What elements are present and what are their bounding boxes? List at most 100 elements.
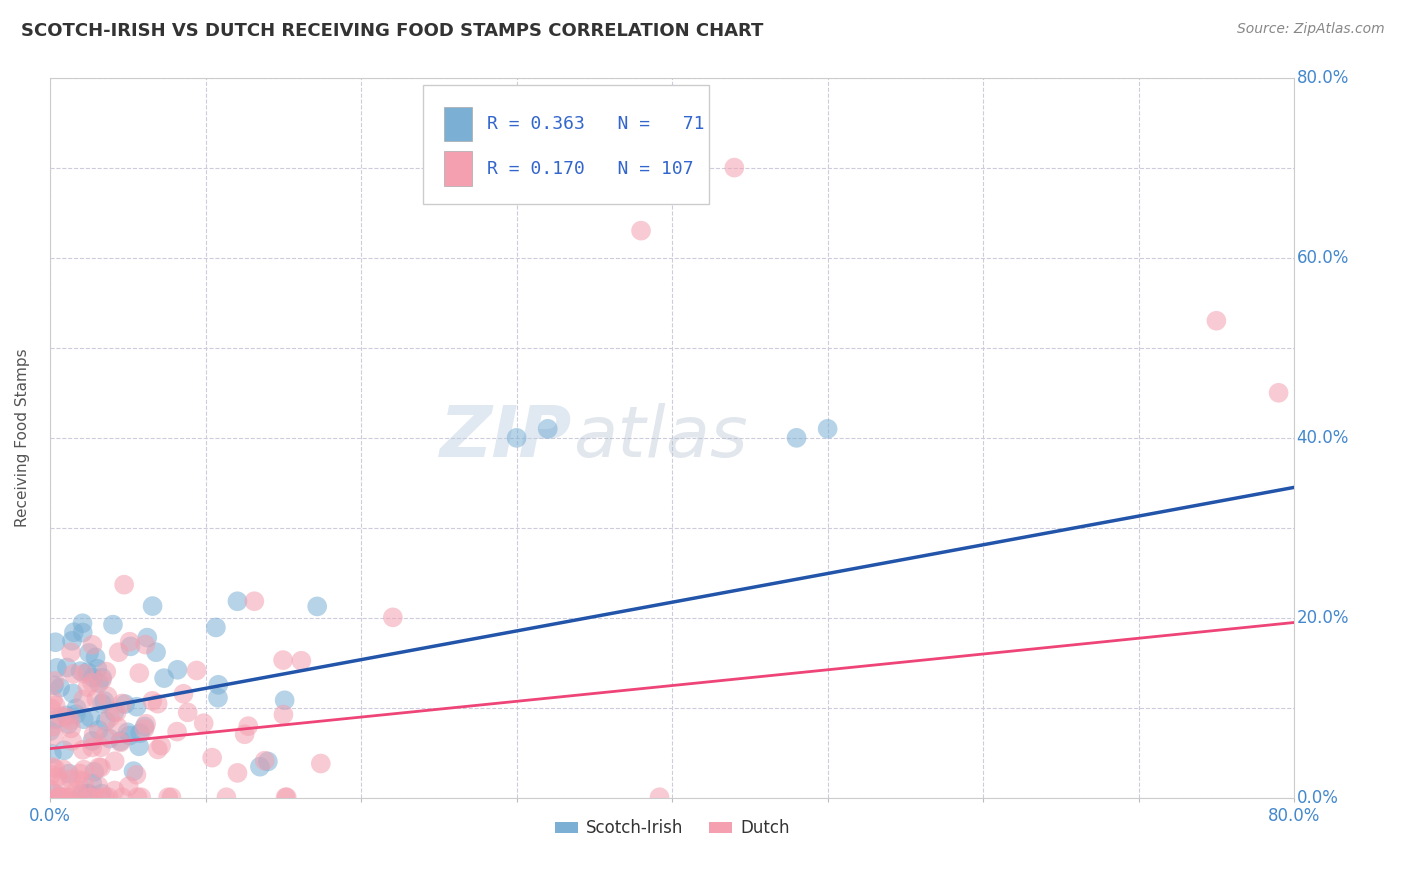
Point [145, 645, 167, 659]
Point [66, 783, 89, 797]
Point [125, 699, 148, 714]
Point [128, 666, 150, 681]
Point [83, 764, 105, 779]
Point [86, 691, 108, 706]
Point [107, 645, 129, 659]
Point [82, 671, 104, 685]
Point [101, 617, 124, 632]
Point [153, 671, 176, 685]
Point [141, 694, 163, 708]
Point [94, 714, 117, 729]
Text: atlas: atlas [572, 403, 747, 473]
Point [60, 722, 83, 736]
Point [103, 705, 125, 719]
Point [111, 697, 134, 711]
Point [98, 731, 121, 746]
Point [136, 631, 159, 645]
Point [44, 787, 66, 801]
Point [104, 783, 127, 797]
Point [73, 763, 96, 777]
Point [76, 787, 98, 801]
Point [42, 719, 65, 733]
Point [111, 790, 134, 805]
Point [79, 790, 101, 805]
Point [45, 661, 67, 675]
FancyBboxPatch shape [444, 107, 472, 141]
Point [44, 673, 66, 688]
Point [129, 726, 152, 740]
Point [96, 665, 118, 679]
Point [134, 638, 156, 652]
Point [93, 694, 115, 708]
Point [91, 697, 114, 711]
Point [173, 687, 195, 701]
Point [59, 714, 82, 728]
Point [82, 638, 104, 652]
Point [146, 742, 169, 756]
Point [309, 756, 332, 771]
Point [62, 790, 84, 805]
Point [72, 692, 94, 706]
Point [49, 681, 72, 695]
Text: R = 0.170   N = 107: R = 0.170 N = 107 [486, 160, 693, 178]
Point [52, 790, 75, 805]
Text: R = 0.363   N =   71: R = 0.363 N = 71 [486, 115, 704, 133]
Point [122, 764, 145, 778]
Point [44, 762, 66, 776]
Y-axis label: Receiving Food Stamps: Receiving Food Stamps [15, 349, 30, 527]
Point [205, 620, 228, 634]
Point [90, 790, 112, 805]
Point [42, 678, 65, 692]
Point [60, 633, 83, 648]
Point [142, 599, 165, 613]
Point [76, 680, 98, 694]
Point [67, 772, 90, 787]
Point [238, 719, 260, 733]
Point [381, 610, 404, 624]
Point [53, 743, 76, 757]
Point [72, 616, 94, 631]
Point [90, 760, 112, 774]
Point [134, 719, 156, 733]
Point [55, 708, 77, 723]
Point [118, 729, 141, 743]
FancyBboxPatch shape [423, 85, 710, 203]
Text: 60.0%: 60.0% [1296, 249, 1348, 267]
Point [97, 790, 120, 805]
Point [271, 653, 294, 667]
Point [46, 770, 69, 784]
Point [49, 790, 72, 805]
Legend: Scotch-Irish, Dutch: Scotch-Irish, Dutch [548, 813, 796, 844]
Point [96, 690, 118, 704]
Point [290, 654, 312, 668]
Point [77, 787, 100, 801]
Text: 20.0%: 20.0% [1296, 609, 1350, 627]
Point [41, 701, 63, 715]
Point [69, 664, 91, 678]
Text: ZIP: ZIP [440, 403, 572, 473]
Point [186, 664, 208, 678]
Point [41, 747, 63, 761]
Point [45, 698, 67, 713]
Point [45, 712, 67, 726]
Point [817, 422, 839, 436]
Point [67, 790, 90, 805]
Point [118, 779, 141, 793]
Point [226, 594, 249, 608]
Point [117, 725, 139, 739]
Point [76, 665, 98, 679]
Point [53, 790, 76, 805]
Point [215, 790, 238, 805]
Text: SCOTCH-IRISH VS DUTCH RECEIVING FOOD STAMPS CORRELATION CHART: SCOTCH-IRISH VS DUTCH RECEIVING FOOD STA… [21, 22, 763, 40]
Text: 40.0%: 40.0% [1296, 429, 1348, 447]
Point [82, 734, 104, 748]
Point [233, 727, 256, 741]
Point [193, 716, 215, 731]
Point [58, 790, 80, 805]
Point [118, 634, 141, 648]
Point [56, 710, 79, 724]
Point [125, 768, 148, 782]
Point [60, 734, 83, 748]
Point [84, 650, 107, 665]
Point [129, 790, 152, 805]
